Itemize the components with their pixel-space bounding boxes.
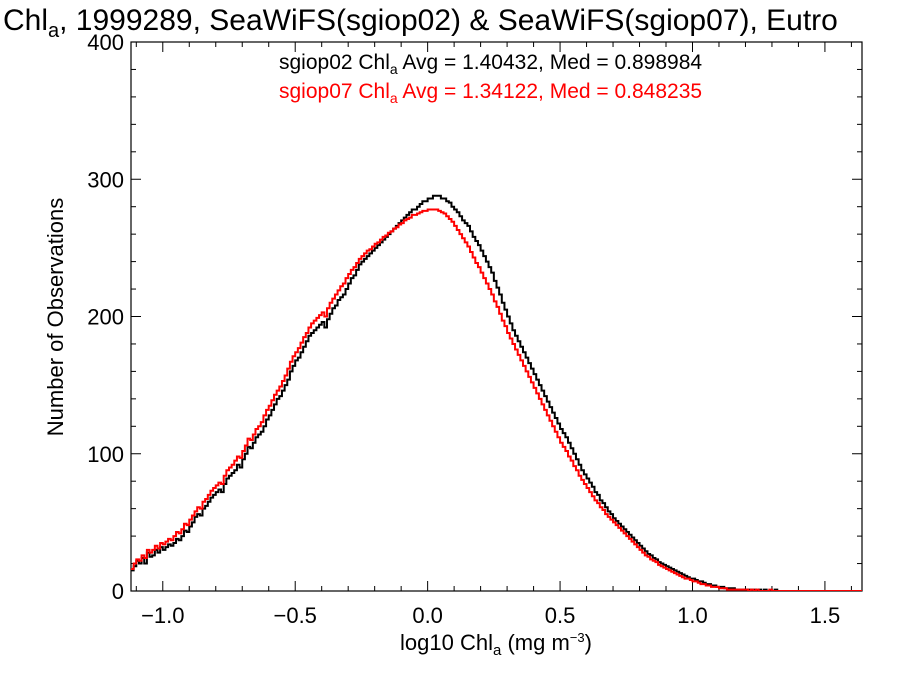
y-tick-label: 400: [87, 30, 124, 55]
series-sgiop02-line: [131, 194, 862, 591]
plot-frame: [130, 41, 863, 592]
x-tick-label: 1.0: [677, 603, 708, 628]
x-tick-label: −1.0: [141, 603, 184, 628]
y-axis-label: Number of Observations: [43, 198, 68, 436]
x-axis-label: log10 Chla (mg m−3): [400, 630, 592, 659]
x-axis-ticks: −1.0 −0.5 0.0 0.5 1.0 1.5: [135, 42, 852, 628]
y-tick-label: 100: [87, 442, 124, 467]
legend-entry-sgiop07: sgiop07 Chla Avg = 1.34122, Med = 0.8482…: [279, 80, 702, 106]
x-tick-label: 1.5: [810, 603, 841, 628]
y-tick-label: 0: [112, 579, 124, 604]
chart-title: Chla, 1999289, SeaWiFS(sgiop02) & SeaWiF…: [3, 4, 838, 42]
y-tick-label: 200: [87, 305, 124, 330]
y-axis-ticks: 0 100 200 300 400: [87, 30, 862, 604]
y-tick-label: 300: [87, 167, 124, 192]
x-tick-label: −0.5: [273, 603, 316, 628]
x-tick-label: 0.0: [412, 603, 443, 628]
legend-entry-sgiop02: sgiop02 Chla Avg = 1.40432, Med = 0.8989…: [279, 51, 702, 77]
series-layer: [131, 194, 862, 591]
x-tick-label: 0.5: [545, 603, 576, 628]
series-sgiop07-line: [131, 208, 862, 591]
